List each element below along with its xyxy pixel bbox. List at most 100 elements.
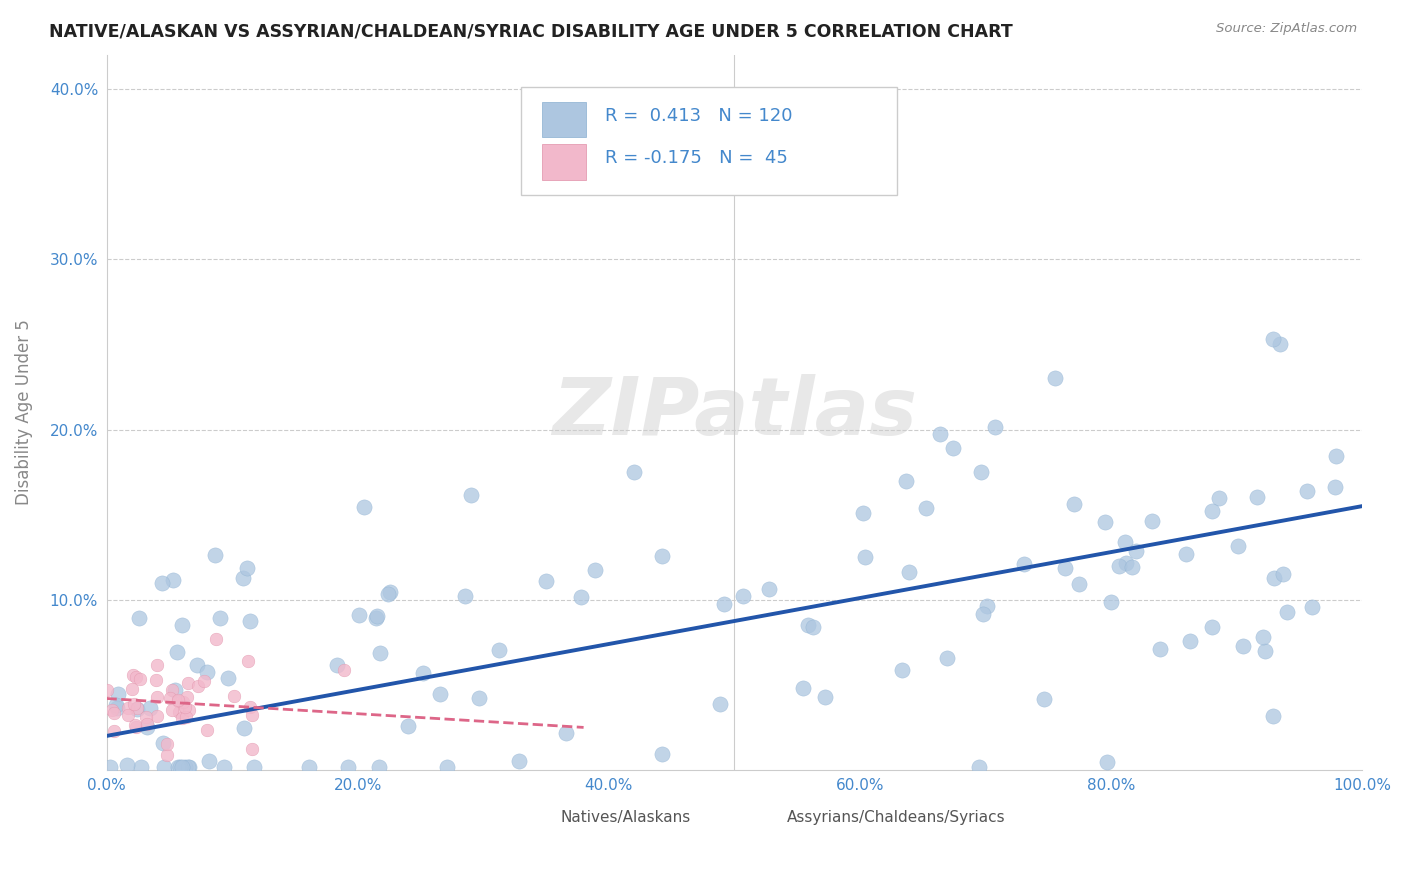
Bar xyxy=(543,145,586,180)
Text: Natives/Alaskans: Natives/Alaskans xyxy=(561,810,692,825)
Bar xyxy=(508,805,550,827)
Point xyxy=(1251,630,1274,644)
Point xyxy=(555,725,578,739)
Point xyxy=(212,759,235,773)
Point xyxy=(651,549,673,563)
Point xyxy=(159,690,181,705)
Point xyxy=(204,632,226,646)
Point xyxy=(105,698,128,713)
Point xyxy=(186,657,208,672)
Text: Assyrians/Chaldeans/Syriacs: Assyrians/Chaldeans/Syriacs xyxy=(787,810,1005,825)
Point xyxy=(117,700,139,714)
Point xyxy=(193,674,215,689)
Point xyxy=(179,759,201,773)
Point xyxy=(1097,756,1119,770)
Point xyxy=(1268,337,1291,351)
Point xyxy=(792,681,814,695)
Point xyxy=(508,754,530,768)
Point xyxy=(1253,644,1275,658)
Point xyxy=(929,426,952,441)
Point xyxy=(145,690,167,704)
Point xyxy=(1069,576,1091,591)
Point xyxy=(298,759,321,773)
Point xyxy=(890,663,912,677)
Point xyxy=(236,654,259,668)
Point xyxy=(222,689,245,703)
Point xyxy=(468,691,491,706)
Point xyxy=(460,488,482,502)
Point xyxy=(122,667,145,681)
Point xyxy=(176,690,198,705)
Point xyxy=(166,645,188,659)
Point xyxy=(1054,561,1077,575)
Point xyxy=(103,724,125,739)
Point xyxy=(942,441,965,455)
Point xyxy=(122,698,145,712)
Point xyxy=(396,719,419,733)
Point xyxy=(167,705,190,719)
FancyBboxPatch shape xyxy=(520,87,897,194)
Text: Source: ZipAtlas.com: Source: ZipAtlas.com xyxy=(1216,22,1357,36)
Point xyxy=(1263,571,1285,585)
Bar xyxy=(734,805,776,827)
Point xyxy=(366,611,388,625)
Point xyxy=(733,589,755,603)
Point xyxy=(368,759,391,773)
Point xyxy=(1261,332,1284,346)
Point xyxy=(378,585,401,599)
Point xyxy=(145,709,167,723)
Point xyxy=(128,611,150,625)
Point xyxy=(536,574,558,588)
Point xyxy=(1033,691,1056,706)
Point xyxy=(124,717,146,731)
Point xyxy=(1232,639,1254,653)
Point xyxy=(208,610,231,624)
Point xyxy=(105,701,128,715)
Point xyxy=(170,711,193,725)
Point xyxy=(115,758,138,772)
Point xyxy=(347,608,370,623)
Point xyxy=(107,687,129,701)
Point xyxy=(145,673,167,687)
Point xyxy=(1326,449,1348,463)
Point xyxy=(160,683,183,698)
Point xyxy=(1125,543,1147,558)
Point xyxy=(127,702,149,716)
Point xyxy=(1063,497,1085,511)
Point xyxy=(1114,535,1136,549)
Bar xyxy=(543,102,586,137)
Point xyxy=(1261,708,1284,723)
Point xyxy=(326,657,349,672)
Point xyxy=(170,617,193,632)
Point xyxy=(239,614,262,628)
Point xyxy=(353,500,375,515)
Point xyxy=(162,573,184,587)
Point xyxy=(852,506,875,520)
Point xyxy=(436,759,458,773)
Point xyxy=(195,665,218,679)
Point xyxy=(117,708,139,723)
Point xyxy=(121,682,143,697)
Point xyxy=(583,563,606,577)
Point xyxy=(976,599,998,614)
Point xyxy=(232,571,254,585)
Point xyxy=(204,548,226,562)
Point xyxy=(1121,560,1143,574)
Point xyxy=(172,695,194,709)
Point xyxy=(1178,634,1201,648)
Point xyxy=(103,706,125,721)
Point xyxy=(167,759,190,773)
Point xyxy=(1012,558,1035,572)
Point xyxy=(236,561,259,575)
Text: R =  0.413   N = 120: R = 0.413 N = 120 xyxy=(605,107,793,125)
Point xyxy=(898,565,921,579)
Point xyxy=(855,549,877,564)
Point xyxy=(368,647,391,661)
Point xyxy=(240,742,263,756)
Point xyxy=(176,710,198,724)
Point xyxy=(127,700,149,714)
Point xyxy=(146,657,169,672)
Point xyxy=(198,754,221,768)
Point xyxy=(709,698,731,712)
Point xyxy=(129,759,152,773)
